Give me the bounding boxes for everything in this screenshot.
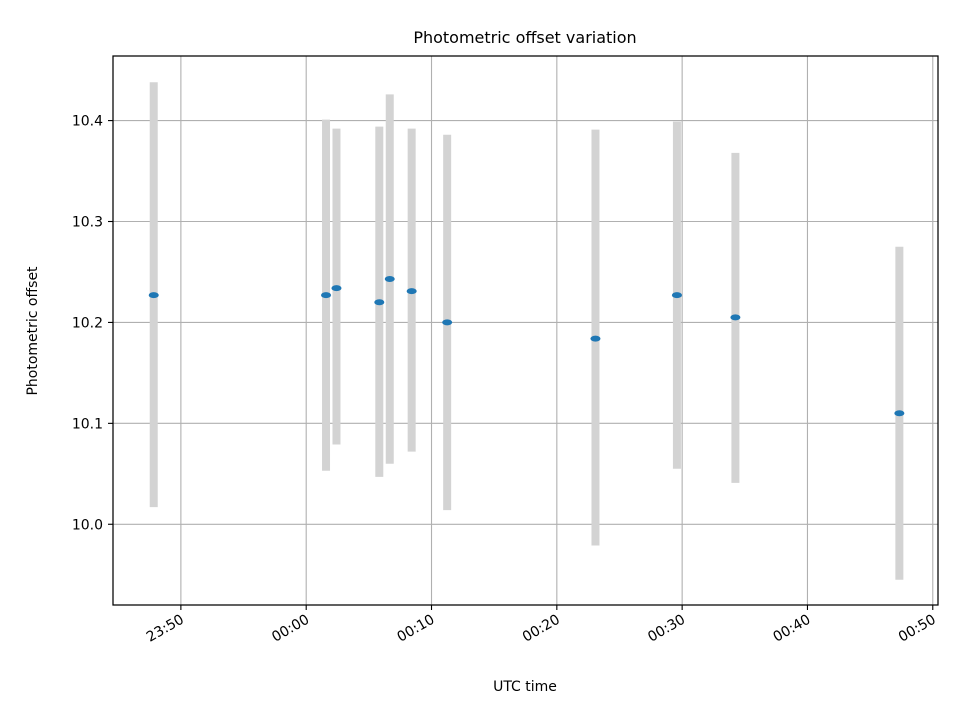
x-tick-label: 00:20 xyxy=(520,612,563,646)
error-bars xyxy=(149,82,904,580)
x-tick-label: 23:50 xyxy=(144,612,187,646)
y-tick-label: 10.2 xyxy=(72,315,103,331)
y-axis-label: Photometric offset xyxy=(25,266,41,396)
data-point xyxy=(894,410,905,417)
x-tick-label: 00:00 xyxy=(269,612,312,646)
y-tick-label: 10.0 xyxy=(72,517,103,533)
x-axis-label: UTC time xyxy=(493,679,557,695)
data-point xyxy=(384,276,395,283)
data-point xyxy=(671,292,682,299)
data-point xyxy=(442,319,453,326)
data-point xyxy=(148,292,159,299)
x-tick-label: 00:40 xyxy=(771,612,814,646)
y-tick-label: 10.4 xyxy=(72,114,103,130)
data-point xyxy=(730,314,741,321)
data-point xyxy=(590,335,601,342)
data-point xyxy=(374,299,385,306)
x-tick-label: 00:30 xyxy=(645,612,688,646)
chart-title: Photometric offset variation xyxy=(413,28,636,47)
y-tick-label: 10.1 xyxy=(72,416,103,432)
data-point xyxy=(406,288,417,295)
data-point xyxy=(321,292,332,299)
grid xyxy=(113,56,938,605)
x-tick-label: 00:10 xyxy=(395,612,438,646)
data-point xyxy=(331,285,342,292)
x-tick-label: 00:50 xyxy=(896,612,939,646)
data-points xyxy=(148,276,905,417)
x-axis-ticks: 23:50 00:00 00:10 00:20 00:30 00:40 00:50 xyxy=(144,605,939,646)
y-tick-label: 10.3 xyxy=(72,215,103,231)
plot-frame xyxy=(112,55,939,606)
y-axis-ticks: 10.0 10.1 10.2 10.3 10.4 xyxy=(72,114,113,533)
